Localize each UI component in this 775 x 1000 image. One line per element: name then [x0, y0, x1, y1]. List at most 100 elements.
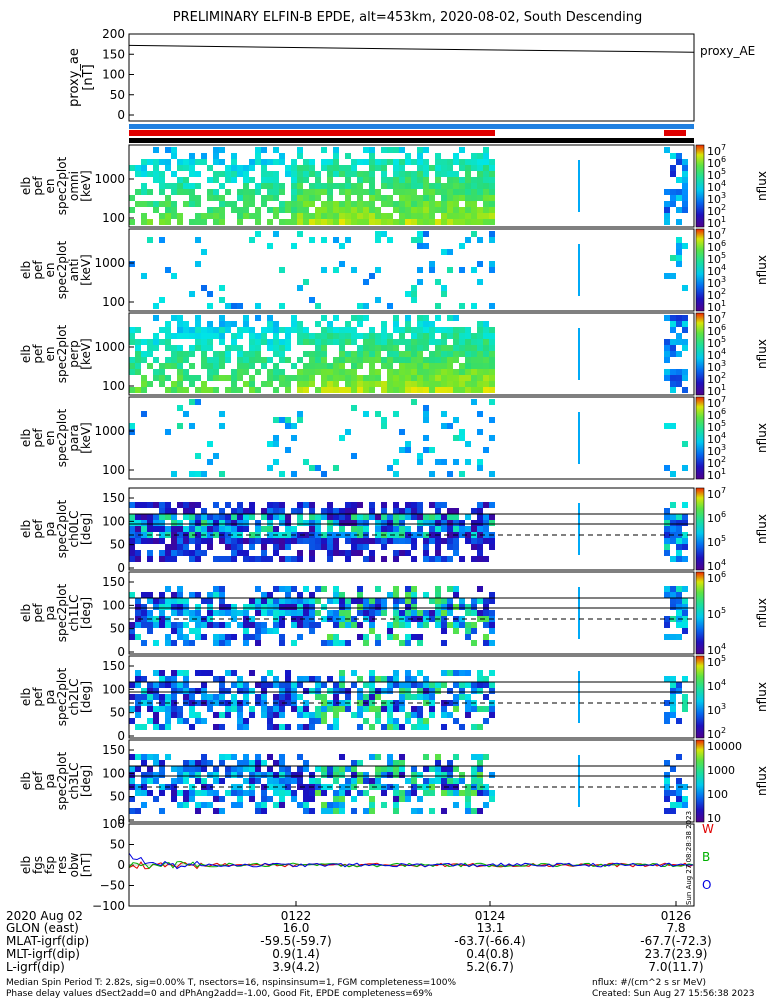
spectrogram-cell	[417, 772, 423, 778]
spectrogram-cell	[249, 514, 255, 520]
spectrogram-cell	[153, 369, 159, 375]
spectrogram-cell	[357, 592, 363, 598]
spectrogram-cell	[207, 189, 213, 195]
spectrogram-ylabel: pa	[43, 774, 57, 789]
colorbar-tick-exponent: 3	[721, 275, 726, 284]
spectrogram-cell	[219, 333, 225, 339]
spectrogram-cell	[213, 556, 219, 562]
colorbar-tick-exponent: 1	[721, 467, 726, 476]
spectrogram-cell	[243, 357, 249, 363]
spectrogram-cell	[453, 171, 459, 177]
spectrogram-cell	[177, 387, 183, 393]
spectrogram-cell	[327, 183, 333, 189]
spectrogram-cell	[213, 327, 219, 333]
spectrogram-cell	[483, 153, 489, 159]
spectrogram-cell	[141, 616, 147, 622]
spectrogram-cell	[135, 724, 141, 730]
spectrogram-cell	[465, 363, 471, 369]
spectrogram-frame	[128, 228, 695, 312]
spectrogram-cell	[363, 177, 369, 183]
spectrogram-cell	[411, 159, 417, 165]
spectrogram-cell	[273, 610, 279, 616]
spectrogram-cell	[333, 508, 339, 514]
spectrogram-cell	[285, 700, 291, 706]
spectrogram-cell	[237, 682, 243, 688]
spectrogram-cell	[465, 670, 471, 676]
spectrogram-cell	[405, 634, 411, 640]
spectrogram-cell	[682, 183, 688, 189]
spectrogram-ylabel: pa	[43, 606, 57, 621]
spectrogram-cell	[459, 375, 465, 381]
spectrogram-panel-5: 150100500elbpefpaspec2plotch1LC[deg]1061…	[19, 570, 769, 659]
spectrogram-cell	[387, 682, 393, 688]
spectrogram-cell	[195, 532, 201, 538]
spectrogram-cell	[664, 339, 670, 345]
spectrogram-cell	[477, 429, 483, 435]
spectrogram-cell	[435, 345, 441, 351]
spectrogram-cell	[291, 183, 297, 189]
spectrogram-cell	[153, 622, 159, 628]
spectrogram-cell	[405, 345, 411, 351]
spectrogram-cell	[159, 694, 165, 700]
spectrogram-cell	[153, 760, 159, 766]
spectrogram-cell	[429, 327, 435, 333]
spectrogram-cell	[459, 520, 465, 526]
footer-created: Created: Sun Aug 27 15:56:38 2023	[592, 989, 755, 999]
spectrogram-cell	[237, 712, 243, 718]
spectrogram-cell	[399, 195, 405, 201]
spectrogram-cell	[267, 243, 273, 249]
spectrogram-cell	[369, 177, 375, 183]
spectrogram-cell	[189, 399, 195, 405]
spectrogram-cell	[153, 670, 159, 676]
spectrogram-cell	[147, 381, 153, 387]
spectrogram-cell	[682, 243, 688, 249]
spectrogram-cell	[477, 550, 483, 556]
spectrogram-cell	[249, 237, 255, 243]
spectrogram-cell	[676, 688, 682, 694]
proxy-ae-ylabel-unit: [nT]	[81, 64, 96, 90]
spectrogram-cell	[441, 411, 447, 417]
spectrogram-cell	[213, 363, 219, 369]
spectrogram-ytick-label: 100	[102, 379, 125, 393]
spectrogram-cell	[327, 195, 333, 201]
spectrogram-cell	[279, 159, 285, 165]
spectrogram-cell	[327, 177, 333, 183]
spectrogram-cell	[682, 327, 688, 333]
spectrogram-cell	[225, 502, 231, 508]
spectrogram-cell	[309, 592, 315, 598]
spectrogram-cell	[423, 345, 429, 351]
spectrogram-cell	[285, 724, 291, 730]
spectrogram-ylabel: pef	[31, 519, 45, 539]
spectrogram-cell	[267, 532, 273, 538]
spectrogram-cell	[225, 177, 231, 183]
spectrogram-cell	[459, 159, 465, 165]
spectrogram-cell	[423, 243, 429, 249]
spectrogram-cell	[261, 760, 267, 766]
status-bar-red	[129, 130, 495, 136]
spectrogram-cell	[351, 520, 357, 526]
spectrogram-cell	[471, 387, 477, 393]
spectrogram-cell	[285, 165, 291, 171]
spectrogram-cell	[459, 333, 465, 339]
spectrogram-cell	[357, 315, 363, 321]
spectrogram-cell	[435, 201, 441, 207]
spectrogram-ylabel: spec2plot	[55, 240, 69, 299]
spectrogram-cell	[465, 207, 471, 213]
spectrogram-cell	[261, 177, 267, 183]
spectrogram-cell	[441, 171, 447, 177]
spectrogram-cell	[471, 189, 477, 195]
spectrogram-cell	[363, 634, 369, 640]
spectrogram-cell	[195, 345, 201, 351]
spectrogram-cell	[489, 772, 495, 778]
spectrogram-cell	[417, 526, 423, 532]
spectrogram-cell	[363, 610, 369, 616]
spectrogram-cell	[207, 706, 213, 712]
spectrogram-cell	[171, 682, 177, 688]
spectrogram-cell	[201, 550, 207, 556]
spectrogram-cell	[225, 604, 231, 610]
spectrogram-cell	[303, 604, 309, 610]
spectrogram-cell	[375, 339, 381, 345]
spectrogram-cell	[159, 766, 165, 772]
spectrogram-cell	[465, 201, 471, 207]
spectrogram-cell	[291, 243, 297, 249]
